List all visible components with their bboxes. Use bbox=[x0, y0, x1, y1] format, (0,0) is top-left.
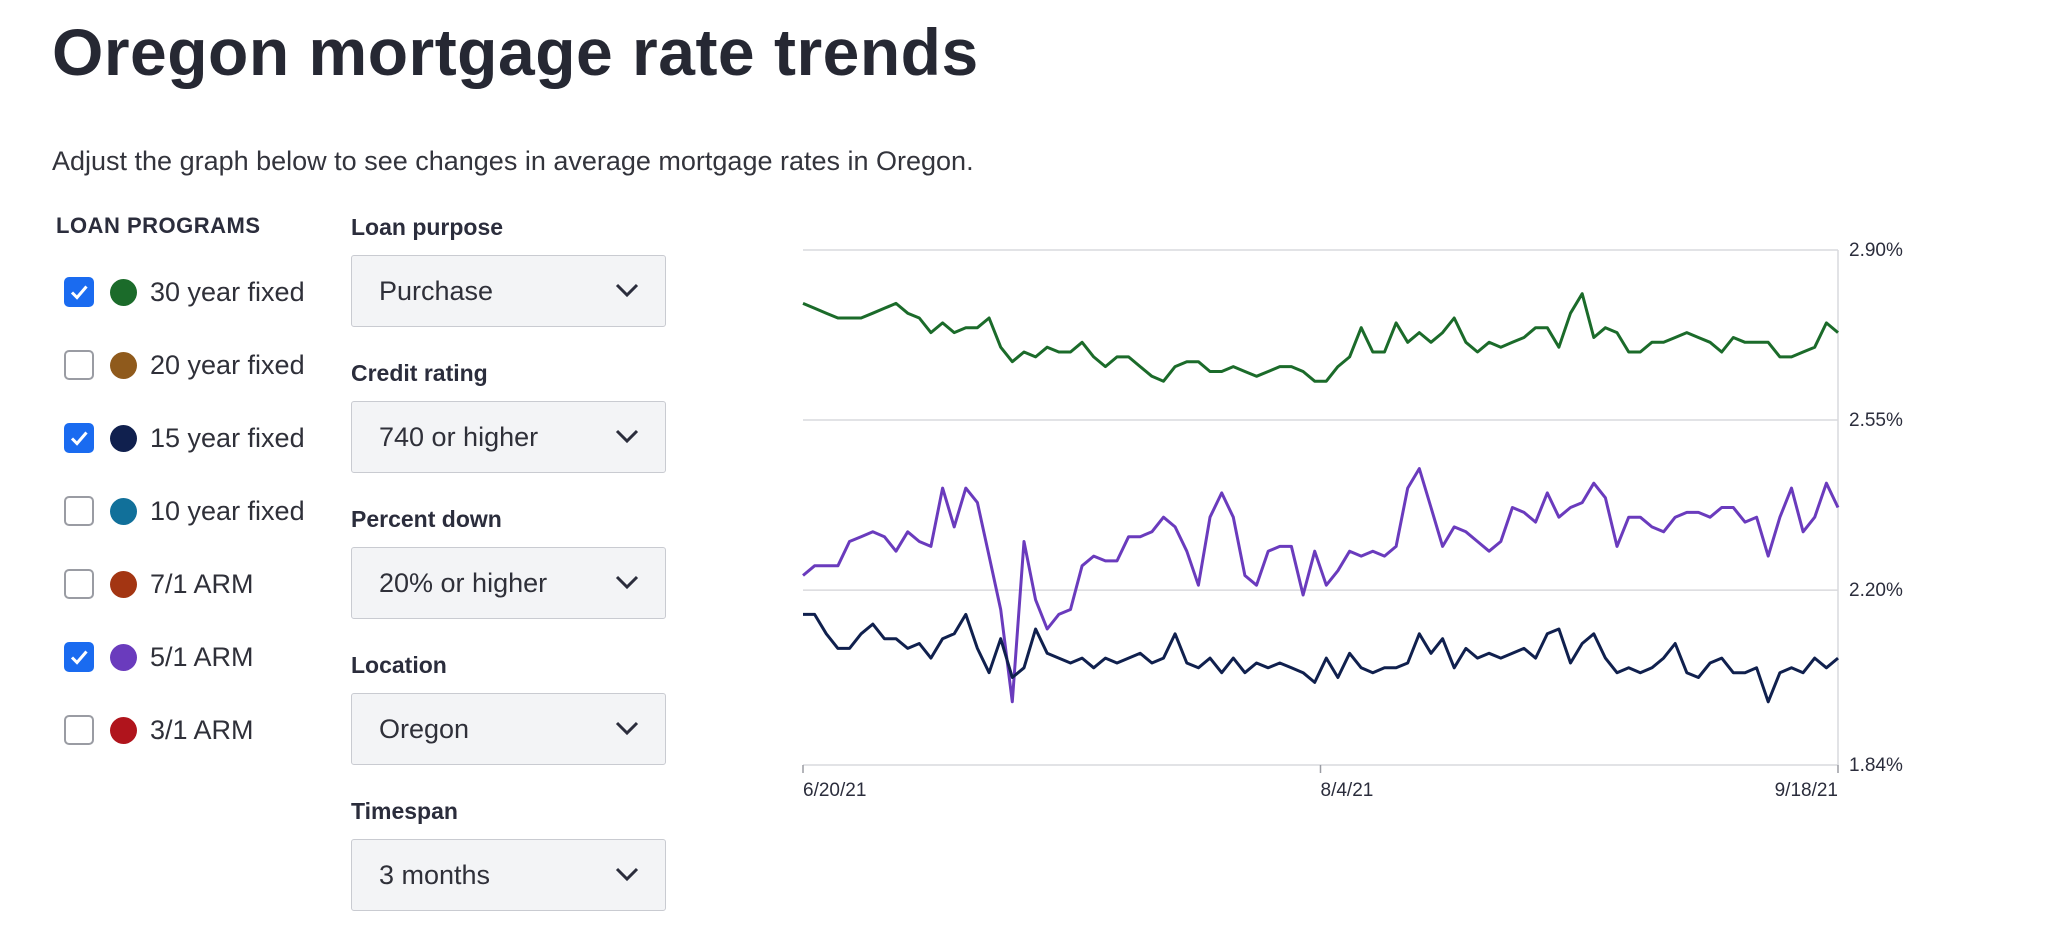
loan-program-15-year-fixed[interactable]: 15 year fixed bbox=[64, 418, 324, 458]
checkbox-unchecked[interactable] bbox=[64, 350, 94, 380]
chevron-down-icon bbox=[615, 575, 639, 590]
loan-program-20-year-fixed[interactable]: 20 year fixed bbox=[64, 345, 324, 385]
loan-purpose-value: Purchase bbox=[379, 275, 494, 306]
loan-program-10-year-fixed[interactable]: 10 year fixed bbox=[64, 491, 324, 531]
page-title: Oregon mortgage rate trends bbox=[52, 15, 979, 89]
color-dot-icon bbox=[110, 497, 137, 525]
checkbox-checked[interactable] bbox=[64, 277, 94, 307]
series-line-2 bbox=[803, 612, 1839, 704]
x-tick-label: 8/4/21 bbox=[1321, 780, 1374, 801]
timespan-select[interactable]: 3 months bbox=[351, 839, 666, 911]
chevron-down-icon bbox=[615, 429, 639, 444]
color-dot-icon bbox=[110, 278, 137, 306]
y-tick-label: 2.55% bbox=[1849, 410, 1903, 431]
loan-program-label: 20 year fixed bbox=[150, 349, 305, 380]
loan-programs-heading: LOAN PROGRAMS bbox=[56, 213, 261, 238]
color-dot-icon bbox=[110, 570, 137, 598]
loan-program-5-1-arm[interactable]: 5/1 ARM bbox=[64, 637, 324, 677]
loan-program-30-year-fixed[interactable]: 30 year fixed bbox=[64, 272, 324, 312]
y-tick-label: 2.90% bbox=[1849, 240, 1903, 261]
percent-down-label: Percent down bbox=[351, 506, 502, 532]
loan-program-3-1-arm[interactable]: 3/1 ARM bbox=[64, 710, 324, 750]
x-tick-label: 9/18/21 bbox=[1775, 780, 1838, 801]
checkbox-checked[interactable] bbox=[64, 423, 94, 453]
credit-rating-value: 740 or higher bbox=[379, 421, 539, 452]
series-line-1 bbox=[802, 467, 1840, 704]
checkbox-checked[interactable] bbox=[64, 642, 94, 672]
checkmark-icon bbox=[70, 285, 88, 300]
timespan-value: 3 months bbox=[379, 859, 491, 890]
page-subtitle: Adjust the graph below to see changes in… bbox=[52, 146, 974, 176]
y-tick-label: 1.84% bbox=[1849, 755, 1903, 776]
chart-series bbox=[802, 292, 1840, 704]
checkmark-icon bbox=[70, 431, 88, 446]
color-dot-icon bbox=[110, 424, 137, 452]
color-dot-icon bbox=[110, 351, 137, 379]
percent-down-select[interactable]: 20% or higher bbox=[351, 547, 666, 619]
checkmark-icon bbox=[70, 650, 88, 665]
loan-program-7-1-arm[interactable]: 7/1 ARM bbox=[64, 564, 324, 604]
color-dot-icon bbox=[110, 716, 137, 744]
percent-down-value: 20% or higher bbox=[379, 567, 548, 598]
x-tick-label: 6/20/21 bbox=[803, 780, 866, 801]
chart-grid bbox=[803, 249, 1839, 766]
location-select[interactable]: Oregon bbox=[351, 693, 666, 765]
loan-purpose-label: Loan purpose bbox=[351, 214, 504, 240]
loan-purpose-select[interactable]: Purchase bbox=[351, 255, 666, 327]
checkbox-unchecked[interactable] bbox=[64, 715, 94, 745]
chevron-down-icon bbox=[615, 867, 639, 882]
checkbox-unchecked[interactable] bbox=[64, 496, 94, 526]
chart-x-axis: 6/20/21 8/4/21 9/18/21 bbox=[802, 765, 1839, 801]
chevron-down-icon bbox=[615, 283, 639, 298]
loan-program-label: 30 year fixed bbox=[150, 276, 305, 307]
chart-y-axis: 2.90% 2.55% 2.20% 1.84% bbox=[1849, 240, 1903, 776]
chevron-down-icon bbox=[615, 721, 639, 736]
location-label: Location bbox=[351, 652, 447, 678]
checkbox-unchecked[interactable] bbox=[64, 569, 94, 599]
series-line-0 bbox=[802, 292, 1839, 383]
loan-program-label: 3/1 ARM bbox=[150, 714, 254, 745]
credit-rating-select[interactable]: 740 or higher bbox=[351, 401, 666, 473]
timespan-label: Timespan bbox=[351, 798, 458, 824]
y-tick-label: 2.20% bbox=[1849, 580, 1903, 601]
location-value: Oregon bbox=[379, 713, 470, 744]
loan-program-label: 15 year fixed bbox=[150, 422, 305, 453]
loan-program-label: 10 year fixed bbox=[150, 495, 305, 526]
credit-rating-label: Credit rating bbox=[351, 360, 488, 386]
loan-program-label: 7/1 ARM bbox=[150, 568, 254, 599]
loan-program-label: 5/1 ARM bbox=[150, 641, 254, 672]
color-dot-icon bbox=[110, 643, 137, 671]
